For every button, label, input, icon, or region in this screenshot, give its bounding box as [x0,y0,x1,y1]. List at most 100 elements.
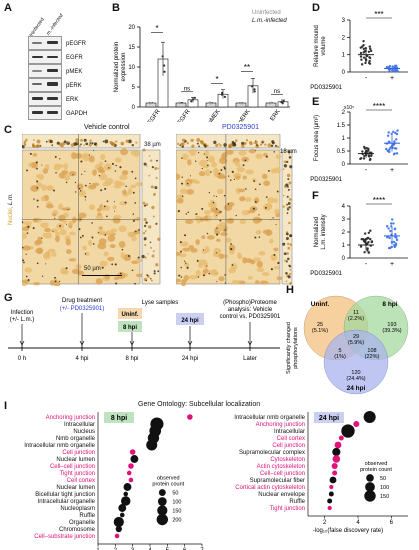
b-ytick-label: 0 [132,105,136,111]
uninf-tag: Uninf. [122,312,139,318]
go-point [187,414,193,420]
go-term-label: Supramolecular complex [239,450,305,456]
go-point [130,455,139,463]
go-point [115,525,122,533]
go-term-label: Chromosome [59,527,96,533]
xlabel: PD0325901 [310,85,342,91]
go-term-label: Organelle [69,520,96,526]
point [368,45,371,48]
b-point [163,64,166,67]
go-tag-box [314,412,344,423]
point [359,55,363,58]
b-sig-label: * [155,24,158,33]
venn-region-pct: (5.1%) [312,328,328,334]
point [363,154,366,158]
hpi8-tag: 8 hpi [123,325,137,331]
go-point [126,470,132,476]
go-term-label: Cell–cell junction [50,464,95,470]
venn-region-value: 25 [317,322,323,328]
ytick-label: 0.5 [337,149,346,155]
ytick-label: 2 [342,230,346,236]
point [386,236,389,239]
b-point [253,88,256,91]
go-point [118,504,127,512]
go-xtick-label: 2 [323,520,327,526]
size-legend-title: observed [157,476,180,482]
point [387,131,390,134]
go-term-label: Cell–substrate junction [34,534,95,540]
size-legend-title: observed [365,461,388,467]
venn-region-value: 5 [338,348,341,354]
point [396,129,399,132]
go-dotplot-8hpi: 1234567-log₁₀(false discovery rate)Ancho… [24,412,204,550]
go-point [329,484,334,490]
point [370,240,374,243]
b-xtick-label: EGFR [177,108,192,122]
go-point [129,449,136,455]
go-term-label: Anchoring junction [256,422,305,428]
venn-title-24hpi: 24 hpi [347,385,366,392]
point [363,232,367,235]
point [393,147,397,150]
go-term-label: Nmb organelle [56,436,96,442]
group-label: - [365,75,368,82]
go-xtick-label: 4 [356,520,360,526]
blot-row-labels: pEGFR EGFR pMEK pERK ERK GAPDH [66,37,87,121]
proteome-2: analysis: Vehicle [228,307,273,313]
sig-label: **** [373,196,385,205]
point [395,138,398,141]
size-legend-label: 100 [172,500,181,506]
go-term-label: Nuclear lumen [56,485,95,491]
point [395,132,399,136]
b-sig-label: ** [244,63,250,72]
ytick-label: 3 [342,217,346,223]
point [367,251,370,254]
drug-sub: (+/- PD0325901) [60,306,105,312]
venn-region-pct: (2.2%) [348,316,364,322]
size-legend-title: protein count [360,467,392,473]
b-xtick-label: pEGFR [145,108,162,122]
panel-d-label: D [312,2,320,14]
point [390,245,394,249]
b-ylabel: Normalized protein [114,42,120,92]
b-point [191,98,195,101]
panel-a-label: A [4,2,12,14]
go-term-label: Cell junction [272,443,305,449]
go-term-label: Tight junction [270,506,305,512]
vehicle-control-title: Vehicle control [84,124,130,131]
point [362,47,365,51]
ytick-label: 3 [342,18,346,24]
b-point [210,101,213,105]
point [393,152,396,155]
point [394,232,397,236]
b-ytick-label: 5 [132,85,136,91]
dot-plot-d: 0 1 2 3 Relative mound volume - + *** PD0325901 [310,10,408,91]
go-term-label: Cytoskeleton [270,457,305,463]
go-point [329,476,337,484]
go-xtick-label: 5 [166,548,170,550]
go-term-label: Intracellular [64,422,95,428]
point [359,51,363,55]
point [386,149,389,153]
venn-region-value: 120 [351,370,360,376]
b-point [240,102,244,105]
sig-label: **** [373,102,385,111]
side-label: Nuclei, L.m. [8,193,14,225]
point [368,59,371,63]
go-term-label: Cell junction [62,450,95,456]
point [369,229,372,232]
go-point [327,505,332,511]
point [393,140,396,143]
point [391,218,394,221]
b-sig-label: ns [274,89,280,95]
point [362,239,366,243]
point [363,147,367,150]
b-sig-label: * [215,75,218,84]
go-xtick-label: 6 [390,520,394,526]
legend-uninfected: Uninfected [252,10,281,16]
venn-title-uninf: Uninf. [311,301,330,308]
point [360,45,364,48]
point [368,158,372,162]
panel-f-label: F [312,190,319,202]
b-xtick-label: pMEK [207,109,221,122]
